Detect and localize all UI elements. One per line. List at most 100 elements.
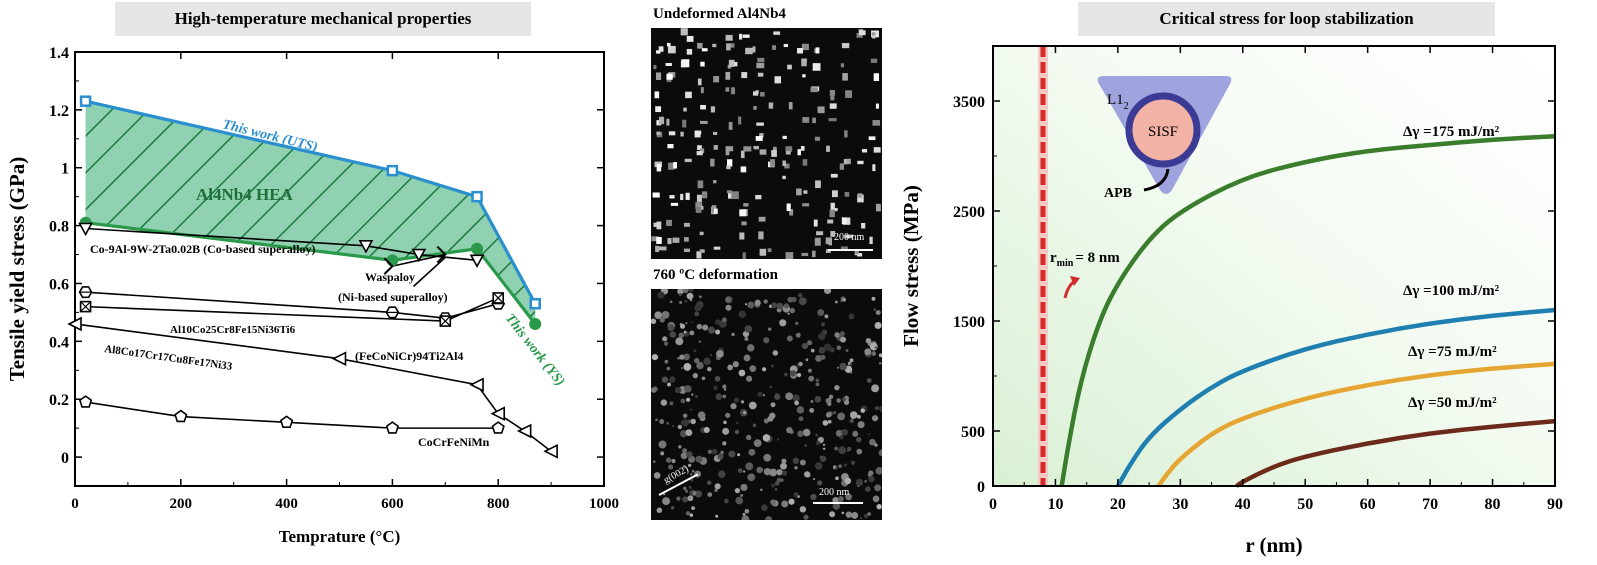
speckle <box>652 460 656 463</box>
precipitate <box>755 194 762 200</box>
precipitate <box>745 47 753 55</box>
speckle <box>715 393 723 401</box>
series-line <box>85 99 537 305</box>
speckle <box>744 325 752 333</box>
speckle <box>762 434 771 442</box>
precipitate <box>670 202 679 206</box>
speckle <box>772 350 779 356</box>
y-tick-label: 500 <box>961 424 985 441</box>
speckle <box>762 393 766 397</box>
speckle <box>834 446 839 451</box>
precipitate <box>785 252 794 259</box>
data-point <box>469 377 484 393</box>
speckle <box>695 455 703 463</box>
precipitate <box>787 64 792 70</box>
series-label: Δγ =100 mJ/m² <box>1403 283 1500 299</box>
x-tick-label: 60 <box>1360 496 1376 513</box>
speckle <box>763 299 768 304</box>
speckle <box>680 452 688 460</box>
precipitate <box>814 237 821 246</box>
speckle <box>809 407 815 413</box>
data-point <box>471 242 484 255</box>
speckle <box>725 412 731 418</box>
speckle <box>864 479 867 483</box>
speckle <box>737 468 743 474</box>
x-axis-label: Temprature (°C) <box>279 527 401 546</box>
precipitate <box>753 91 759 96</box>
series-label: Δγ =75 mJ/m² <box>1408 344 1497 360</box>
speckle <box>810 493 817 501</box>
speckle <box>685 489 689 493</box>
speckle <box>821 322 826 327</box>
precipitate <box>857 253 863 257</box>
speckle <box>654 311 663 320</box>
precipitate <box>872 35 876 39</box>
precipitate <box>713 145 718 150</box>
speckle <box>680 323 686 329</box>
speckle <box>779 319 787 327</box>
precipitate <box>743 146 752 152</box>
precipitate <box>658 46 664 52</box>
precipitate <box>830 231 836 237</box>
speckle <box>669 401 674 406</box>
x-tick-label: 90 <box>1547 496 1563 513</box>
precipitate <box>857 194 864 203</box>
speckle <box>740 400 745 404</box>
rmin-r: r <box>1050 250 1057 266</box>
data-point <box>516 423 532 439</box>
speckle <box>763 468 772 476</box>
precipitate <box>873 147 881 153</box>
speckle <box>738 369 746 377</box>
precipitate <box>655 245 660 253</box>
y-tick-label: 1 <box>61 161 69 178</box>
speckle <box>659 317 665 323</box>
speckle <box>664 341 669 346</box>
precipitate <box>797 48 804 54</box>
precipitate <box>727 193 734 199</box>
precipitate <box>651 236 660 242</box>
speckle <box>815 440 821 446</box>
precipitate <box>785 146 793 152</box>
series-label-cantor: CoCrFeNiMn <box>418 435 490 449</box>
speckle <box>722 384 727 389</box>
speckle <box>685 511 691 516</box>
speckle <box>743 354 751 362</box>
region-label: Al4Nb4 HEA <box>196 185 294 204</box>
precipitate <box>669 195 675 199</box>
precipitate <box>655 72 662 80</box>
speckle <box>721 317 727 323</box>
precipitate <box>697 145 702 150</box>
precipitate <box>684 158 692 163</box>
precipitate <box>760 92 765 97</box>
x-tick-label: 800 <box>487 496 510 512</box>
speckle <box>793 492 799 498</box>
data-point-cross <box>492 292 504 304</box>
speckle <box>774 481 780 486</box>
speckle <box>688 485 692 489</box>
speckle <box>878 361 882 365</box>
precipitate <box>656 131 661 135</box>
speckle <box>786 426 793 434</box>
speckle <box>834 300 838 304</box>
x-tick-label: 1000 <box>589 496 619 512</box>
speckle <box>781 470 788 476</box>
speckle <box>845 349 849 352</box>
precipitate <box>756 62 765 69</box>
speckle <box>792 457 800 465</box>
precipitate <box>869 236 873 245</box>
speckle <box>803 514 809 520</box>
speckle <box>740 483 748 492</box>
speckle <box>781 500 789 508</box>
precipitate <box>658 246 667 251</box>
precipitate <box>829 89 835 96</box>
speckle <box>823 343 832 351</box>
speckle <box>798 297 807 306</box>
speckle <box>683 363 692 371</box>
speckle <box>747 344 755 352</box>
precipitate <box>783 43 789 48</box>
precipitate <box>782 135 787 139</box>
speckle <box>685 429 693 436</box>
precipitate <box>696 151 703 156</box>
right-panel-title: Critical stress for loop stabilization <box>1078 2 1495 36</box>
speckle <box>666 421 670 425</box>
